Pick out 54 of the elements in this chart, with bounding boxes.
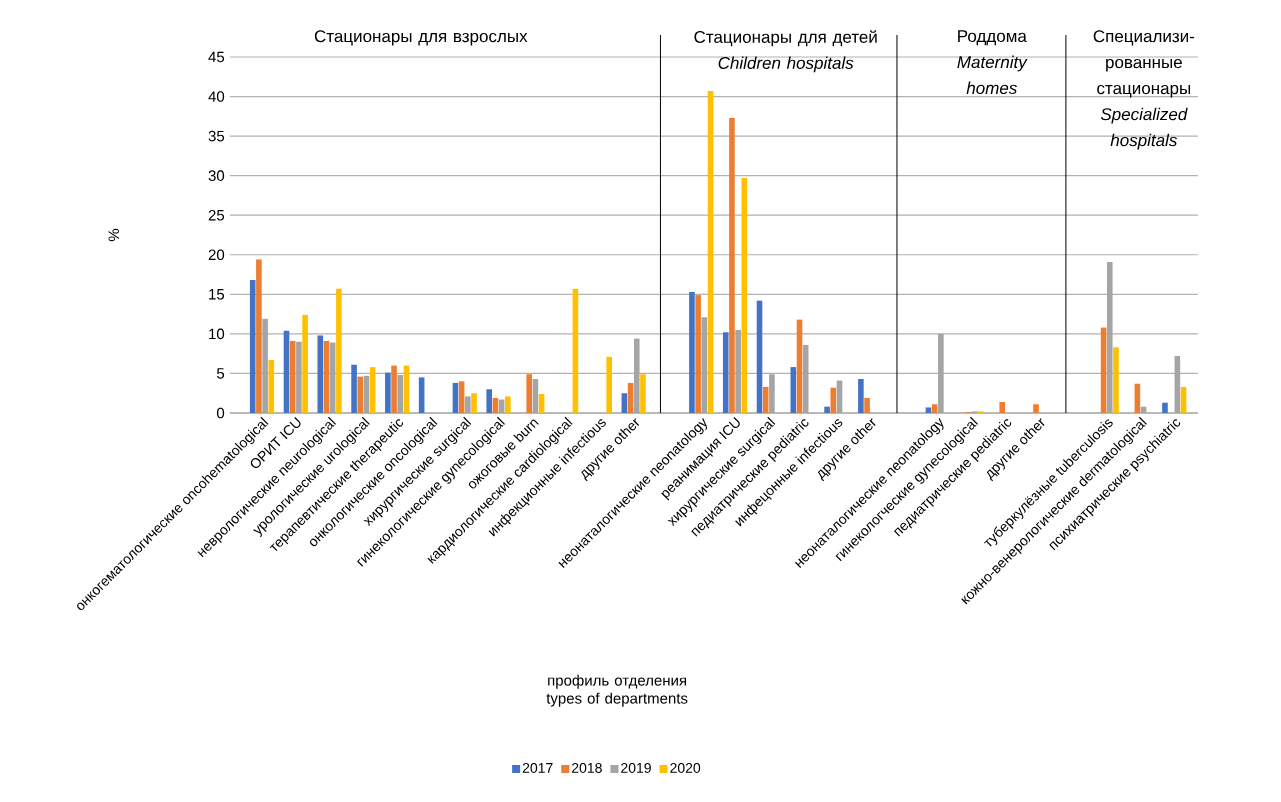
bar (722, 332, 729, 413)
annotation: Роддома Maternity homes (957, 30, 1028, 95)
bar (505, 396, 511, 413)
bar (606, 356, 612, 413)
y-tick-label: 20 (208, 249, 225, 261)
bar (729, 117, 735, 413)
y-tick-label: 0 (216, 407, 225, 419)
bar (336, 288, 342, 413)
bar (931, 404, 938, 413)
bar (351, 364, 357, 413)
bar (830, 387, 837, 413)
bar (302, 314, 308, 413)
bar (538, 394, 545, 413)
y-tick-label: 15 (209, 289, 225, 300)
y-tick-label: 30 (208, 170, 225, 181)
bar (640, 374, 646, 413)
bar (486, 389, 493, 413)
legend-label: 2017 (522, 762, 553, 773)
y-tick-label: 5 (216, 368, 225, 379)
y-axis-title: % (108, 228, 120, 242)
bar (458, 381, 465, 413)
annotation: Специализи-рованные стационары Specialized hospitals (1093, 30, 1195, 150)
bar (695, 295, 701, 413)
bar (385, 372, 391, 413)
bar (621, 393, 628, 413)
y-tick-label: 40 (208, 91, 225, 102)
bar (317, 335, 324, 413)
bar (249, 280, 256, 413)
bar (689, 291, 695, 413)
bar (391, 365, 397, 413)
legend-label: 2018 (571, 762, 602, 773)
legend-label: 2020 (670, 762, 701, 773)
bar (1162, 402, 1168, 413)
y-tick-label: 25 (208, 209, 225, 221)
bar (418, 377, 425, 413)
x-axis-title: профиль отделения types of departments (546, 674, 688, 707)
bar (925, 407, 932, 413)
bar (256, 259, 262, 413)
bar (471, 393, 477, 413)
bar (357, 376, 364, 413)
bar (824, 406, 830, 413)
bar (1113, 347, 1119, 413)
legend-label: 2019 (621, 762, 651, 773)
y-tick-label: 10 (209, 328, 225, 340)
y-tick-label: 35 (208, 130, 225, 142)
bar (864, 397, 870, 413)
bar (858, 378, 864, 413)
text: Стационары для взрослых (314, 30, 528, 46)
bar (1033, 404, 1039, 413)
bar (526, 374, 533, 413)
y-tick-label: 45 (208, 51, 225, 63)
annotation: Стационары для детей Children hospitals (694, 30, 877, 73)
bar (762, 386, 769, 413)
bar (999, 401, 1006, 413)
